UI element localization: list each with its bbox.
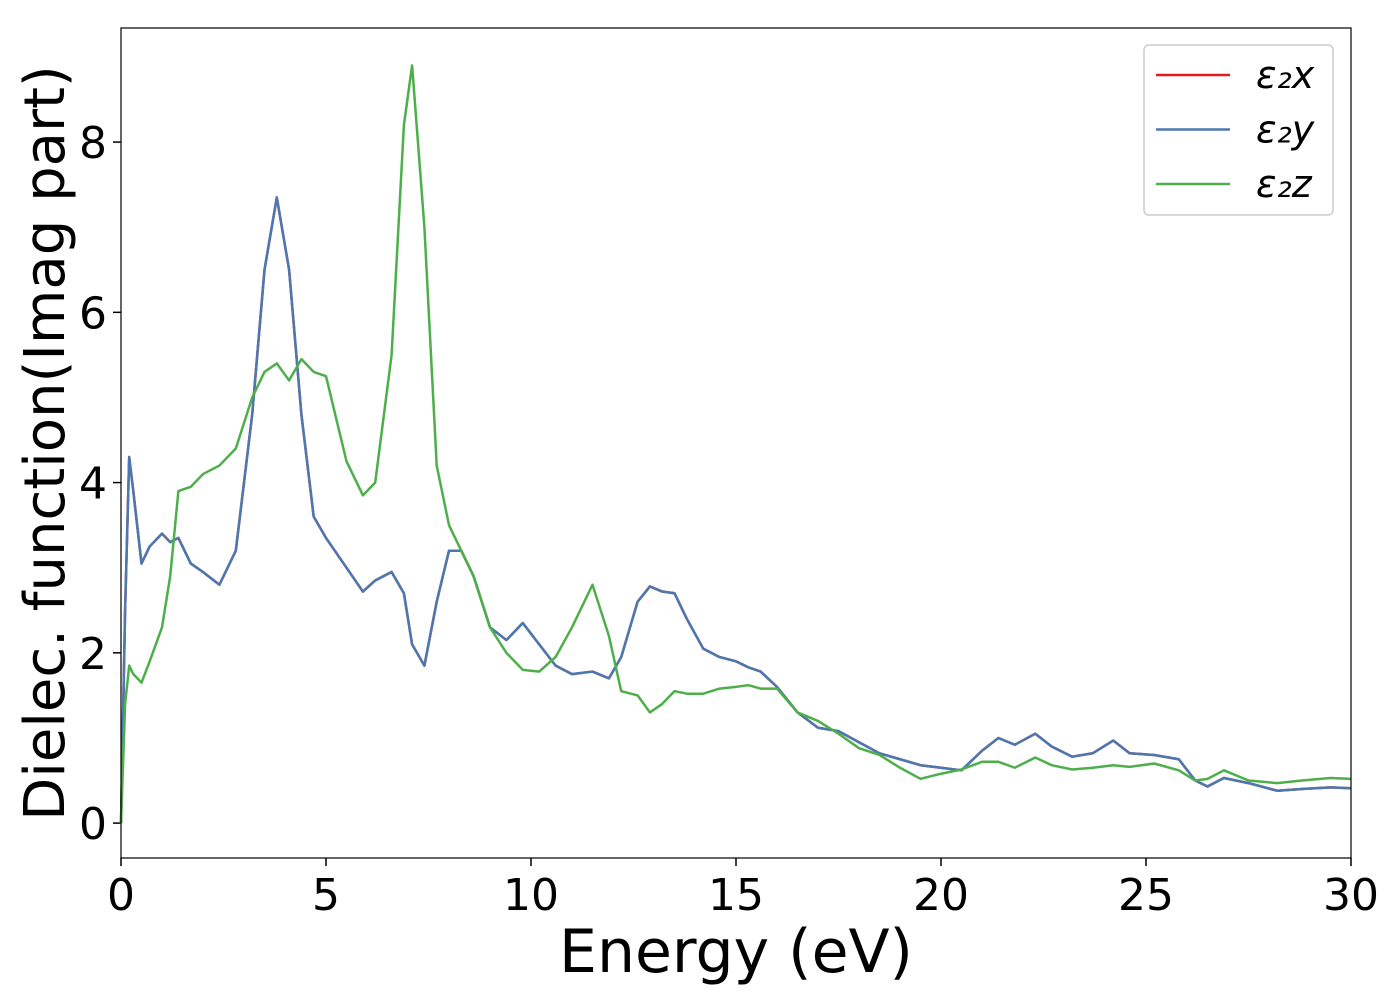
x-axis-label: Energy (eV)	[559, 917, 913, 987]
plot-frame	[120, 27, 1352, 859]
x-tick-label: 5	[312, 870, 340, 921]
legend-label: ε₂x	[1256, 53, 1315, 97]
y-tick-label: 2	[79, 629, 107, 680]
legend-label: ε₂z	[1256, 162, 1313, 206]
series-line	[119, 196, 1352, 824]
y-tick-label: 4	[79, 459, 107, 510]
x-tick-label: 30	[1323, 870, 1379, 921]
series-line	[119, 64, 1352, 824]
x-tick-label: 20	[913, 870, 969, 921]
y-tick-label: 6	[79, 288, 107, 339]
series-line	[119, 196, 1352, 824]
y-tick-label: 8	[79, 118, 107, 169]
y-axis-label: Dielec. function(Imag part)	[13, 65, 78, 821]
x-tick-label: 0	[107, 870, 135, 921]
legend-box	[1143, 44, 1334, 216]
legend-label: ε₂y	[1256, 108, 1315, 152]
x-tick-label: 25	[1118, 870, 1174, 921]
y-tick-label: 0	[79, 799, 107, 850]
x-tick-label: 15	[708, 870, 764, 921]
x-tick-label: 10	[503, 870, 559, 921]
